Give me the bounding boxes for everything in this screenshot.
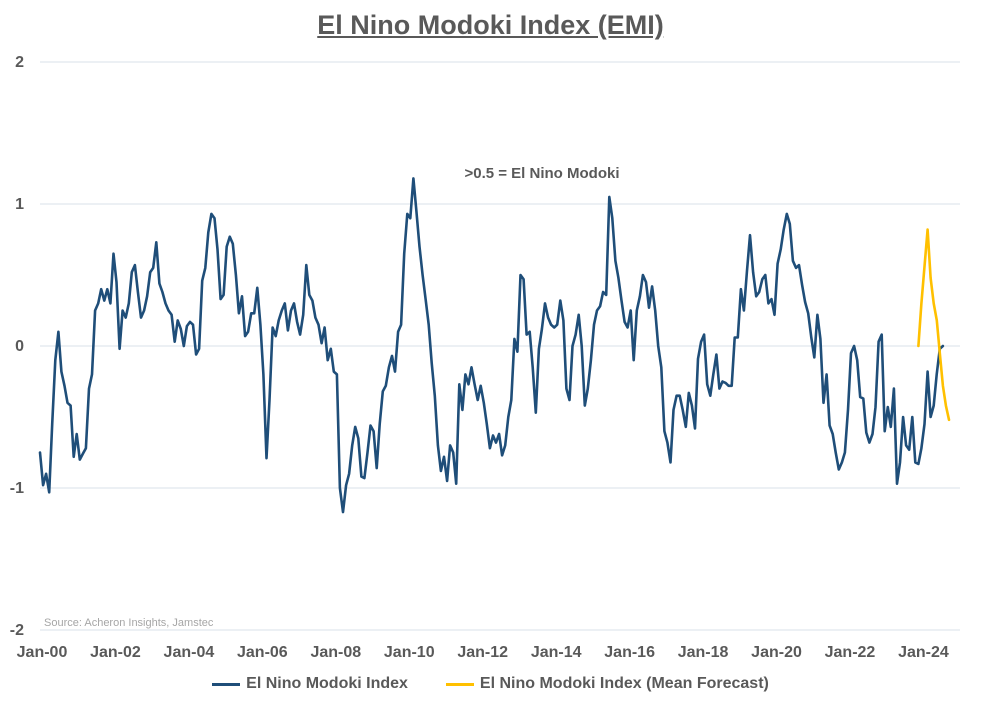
x-tick-label: Jan-24 bbox=[898, 644, 949, 661]
x-tick-label: Jan-18 bbox=[678, 644, 729, 661]
y-tick-label: 1 bbox=[15, 196, 24, 213]
legend-item-forecast[interactable]: El Nino Modoki Index (Mean Forecast) bbox=[445, 675, 769, 693]
y-tick-label: -1 bbox=[10, 480, 24, 497]
gridlines bbox=[40, 61, 960, 631]
legend: El Nino Modoki Index El Nino Modoki Inde… bbox=[0, 675, 981, 693]
series-line-emi bbox=[38, 177, 945, 514]
legend-label-forecast: El Nino Modoki Index (Mean Forecast) bbox=[479, 675, 769, 692]
x-tick-label: Jan-02 bbox=[90, 644, 141, 661]
x-axis-ticks: Jan-00 Jan-02 Jan-04 Jan-06 Jan-08 Jan-10 Jan-… bbox=[17, 644, 949, 661]
legend-swatch-forecast bbox=[445, 682, 474, 686]
x-tick-label: Jan-06 bbox=[237, 644, 288, 661]
series-line-forecast bbox=[917, 228, 951, 422]
y-tick-label: 0 bbox=[15, 338, 24, 355]
legend-label-emi: El Nino Modoki Index bbox=[246, 675, 408, 692]
annotation-label: >0.5 = El Nino Modoki bbox=[464, 165, 619, 182]
legend-swatch-emi bbox=[212, 682, 241, 686]
x-tick-label: Jan-16 bbox=[604, 644, 655, 661]
legend-item-emi[interactable]: El Nino Modoki Index bbox=[212, 675, 408, 693]
x-tick-label: Jan-14 bbox=[531, 644, 582, 661]
x-tick-label: Jan-12 bbox=[457, 644, 508, 661]
x-tick-label: Jan-20 bbox=[751, 644, 802, 661]
y-axis-ticks: 2 1 0 -1 -2 bbox=[10, 54, 24, 639]
source-note: Source: Acheron Insights, Jamstec bbox=[44, 617, 214, 629]
x-tick-label: Jan-08 bbox=[310, 644, 361, 661]
y-tick-label: -2 bbox=[10, 622, 24, 639]
x-tick-label: Jan-10 bbox=[384, 644, 435, 661]
x-tick-label: Jan-04 bbox=[164, 644, 215, 661]
x-tick-label: Jan-22 bbox=[825, 644, 876, 661]
series-lines bbox=[38, 177, 951, 514]
x-tick-label: Jan-00 bbox=[17, 644, 68, 661]
chart-title: El Nino Modoki Index (EMI) bbox=[317, 10, 664, 40]
y-tick-label: 2 bbox=[15, 54, 24, 71]
